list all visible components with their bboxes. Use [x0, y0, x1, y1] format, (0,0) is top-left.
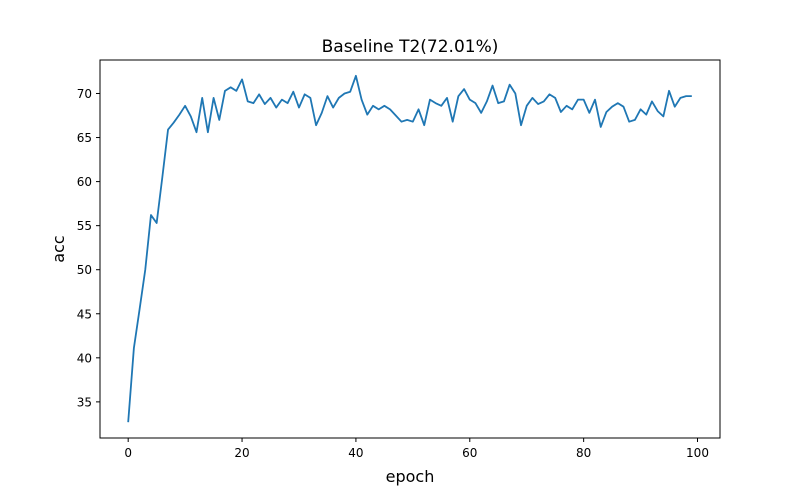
x-tick-label: 20 — [234, 446, 249, 460]
x-tick-label: 80 — [576, 446, 591, 460]
y-axis-label: acc — [49, 235, 68, 262]
x-axis-ticks: 0 20 40 60 80 100 — [124, 438, 709, 460]
y-axis-ticks: 35 40 45 50 55 60 65 70 — [77, 87, 100, 409]
y-tick-label: 40 — [77, 351, 92, 365]
y-tick-label: 65 — [77, 131, 92, 145]
plot-frame — [99, 59, 721, 439]
y-tick-label: 55 — [77, 219, 92, 233]
y-tick-label: 50 — [77, 263, 92, 277]
x-tick-label: 40 — [348, 446, 363, 460]
x-tick-label: 100 — [686, 446, 709, 460]
chart-title: Baseline T2(72.01%) — [322, 37, 499, 57]
y-tick-label: 60 — [77, 175, 92, 189]
y-tick-label: 45 — [77, 307, 92, 321]
y-tick-label: 35 — [77, 395, 92, 409]
x-tick-label: 0 — [124, 446, 132, 460]
series-line — [127, 74, 692, 423]
x-tick-label: 60 — [462, 446, 477, 460]
x-axis-label: epoch — [386, 467, 435, 486]
y-tick-label: 70 — [77, 87, 92, 101]
